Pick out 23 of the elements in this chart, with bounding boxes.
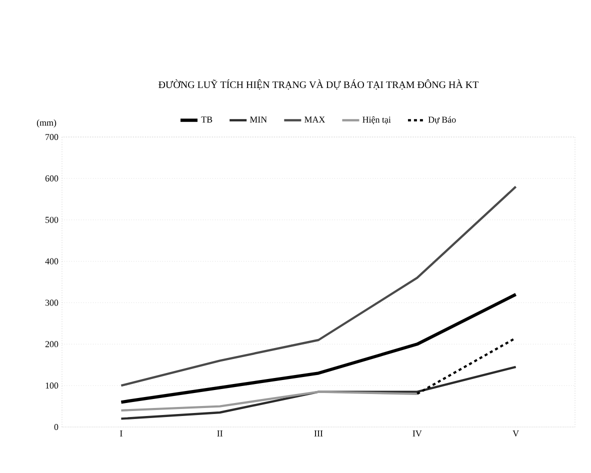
y-axis-title: (mm) <box>36 119 56 128</box>
legend-label: Hiện tại <box>362 116 391 124</box>
line-series <box>120 186 517 387</box>
chart-title: ĐƯỜNG LUỸ TÍCH HIỆN TRẠNG VÀ DỰ BÁO TẠI TRẠM ĐÔNG HÀ KT <box>158 79 478 90</box>
y-tick-label: 600 <box>45 175 58 182</box>
legend-label: TB <box>201 116 212 122</box>
y-tick-label: 500 <box>46 216 58 223</box>
line-series <box>120 366 517 420</box>
x-tick-label: II <box>217 430 223 436</box>
y-tick-label: 300 <box>45 300 58 306</box>
y-tick-label: 0 <box>54 424 58 430</box>
y-tick-label: 100 <box>46 382 58 389</box>
x-tick-label: IV <box>412 430 422 437</box>
x-tick-label: V <box>512 430 519 437</box>
y-tick-label: 400 <box>45 258 58 264</box>
legend-label: MAX <box>304 116 326 122</box>
line-series <box>120 390 418 412</box>
x-tick-label: III <box>314 430 323 436</box>
y-tick-label: 200 <box>45 341 58 348</box>
legend-label: MIN <box>250 116 267 122</box>
legend-label: Dự Báo <box>428 116 456 124</box>
y-tick-label: 700 <box>46 134 58 140</box>
x-tick-label: I <box>120 430 122 436</box>
